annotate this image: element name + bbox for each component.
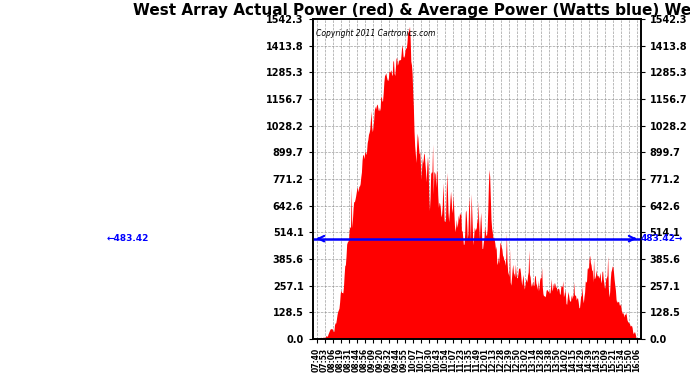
Title: West Array Actual Power (red) & Average Power (Watts blue) Wed Dec 28 16:12: West Array Actual Power (red) & Average … [133, 3, 690, 18]
Text: 483.42→: 483.42→ [640, 234, 683, 243]
Text: Copyright 2011 Cartronics.com: Copyright 2011 Cartronics.com [316, 28, 435, 38]
Text: ←483.42: ←483.42 [106, 234, 148, 243]
